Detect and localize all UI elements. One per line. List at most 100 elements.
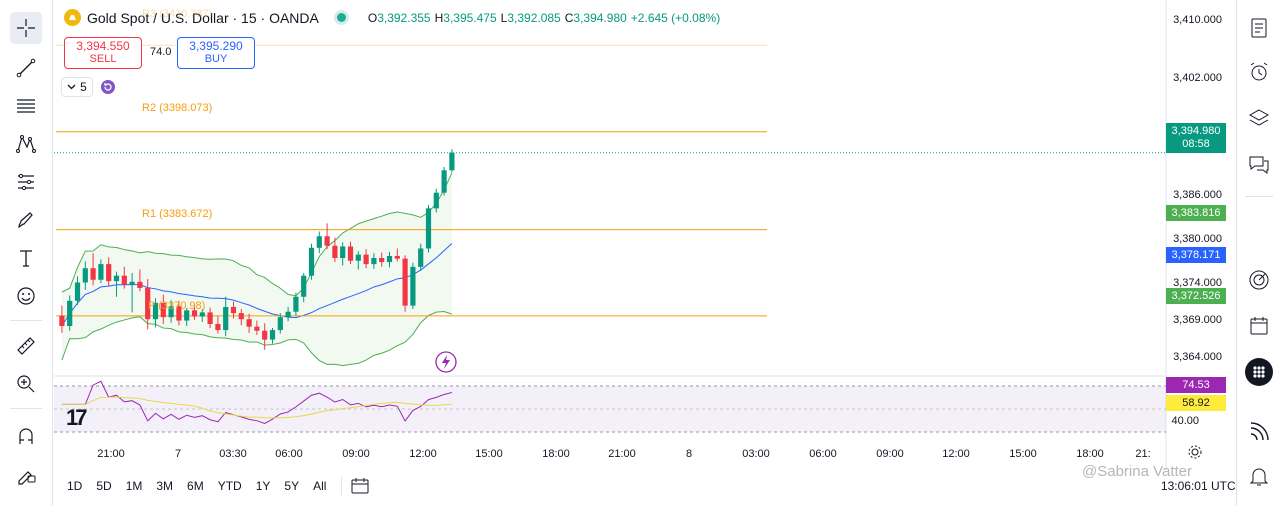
range-5y-button[interactable]: 5Y xyxy=(284,479,300,493)
range-3m-button[interactable]: 3M xyxy=(156,479,174,493)
brush-icon[interactable] xyxy=(10,204,42,236)
candle-body xyxy=(207,312,213,324)
trend-line-icon[interactable] xyxy=(10,52,42,84)
candle-body xyxy=(238,313,244,320)
range-1d-button[interactable]: 1D xyxy=(67,479,83,493)
candle-body xyxy=(386,255,393,263)
range-1m-button[interactable]: 1M xyxy=(125,479,143,493)
range-all-button[interactable]: All xyxy=(313,479,327,493)
buy-price: 3,395.290 xyxy=(189,39,243,53)
time-label: 06:00 xyxy=(275,448,303,460)
candle-body xyxy=(106,264,112,282)
range-6m-button[interactable]: 6M xyxy=(187,479,204,493)
candle-body xyxy=(347,246,354,261)
bollinger-fill xyxy=(61,172,452,366)
candle-body xyxy=(355,254,361,261)
candle-body xyxy=(223,306,229,331)
text-icon[interactable] xyxy=(10,242,42,274)
price-scale-label: 3,402.000 xyxy=(1173,72,1222,84)
candle-body xyxy=(394,255,400,259)
horizontal-lines-icon[interactable] xyxy=(10,90,42,122)
chart-area[interactable] xyxy=(54,0,1236,470)
pivot-p-label: P (3370.98) xyxy=(148,300,206,312)
candle-body xyxy=(59,315,65,326)
lock-drawing-icon[interactable] xyxy=(10,458,42,490)
candle-body xyxy=(269,330,276,340)
zoom-in-icon[interactable] xyxy=(10,368,42,400)
watermark: @Sabrina Vatter xyxy=(1082,463,1193,480)
calendar-icon[interactable] xyxy=(1245,312,1273,340)
candle-body xyxy=(121,275,127,285)
last-price-tag: 3,394.980 08:58 xyxy=(1166,123,1226,153)
price-scale-label: 3,374.000 xyxy=(1173,277,1222,289)
time-label: 03:00 xyxy=(742,448,770,460)
pivot-r3-label: R3 (3410.787) xyxy=(142,8,213,20)
symbol-title[interactable]: Gold Spot / U.S. Dollar · 15 · OANDA xyxy=(87,9,319,26)
apps-grid-icon[interactable] xyxy=(1245,358,1273,386)
crosshair-icon[interactable] xyxy=(10,12,42,44)
rsi-scale-label: 40.00 xyxy=(1171,415,1199,427)
price-chart[interactable] xyxy=(54,0,1236,470)
signal-icon[interactable] xyxy=(1245,418,1273,446)
bell-icon[interactable] xyxy=(1245,462,1273,490)
chat-icon[interactable] xyxy=(1245,150,1273,178)
ohlc-low-key: L xyxy=(500,10,508,25)
candle-body xyxy=(230,306,237,314)
ohlc-high-key: H xyxy=(434,10,444,25)
date-range-icon[interactable] xyxy=(350,477,370,495)
ruler-icon[interactable] xyxy=(10,330,42,362)
refresh-icon[interactable] xyxy=(100,79,116,95)
candle-body xyxy=(379,258,385,263)
candle-body xyxy=(215,323,221,331)
time-label: 15:00 xyxy=(1009,448,1037,460)
change-value: +2.645 (+0.08%) xyxy=(630,10,721,25)
pivot-r1-label: R1 (3383.672) xyxy=(142,208,213,220)
candle-body xyxy=(82,268,88,283)
candle-body xyxy=(371,258,377,265)
gold-coin-icon xyxy=(64,9,81,26)
ohlc-close-value: 3,394.980 xyxy=(573,10,627,25)
candle-body xyxy=(168,306,174,318)
rsi-value-tag: 74.53 xyxy=(1166,377,1226,393)
bollinger-upper xyxy=(61,172,453,297)
symbol-legend[interactable]: Gold Spot / U.S. Dollar · 15 · OANDA O3,… xyxy=(64,9,720,26)
candle-body xyxy=(410,266,416,306)
candle-body xyxy=(98,264,104,280)
emoji-icon[interactable] xyxy=(10,280,42,312)
buy-label: BUY xyxy=(204,53,228,65)
candle-body xyxy=(137,281,143,288)
time-label: 18:00 xyxy=(542,448,570,460)
sell-button[interactable]: 3,394.550 SELL xyxy=(64,37,142,69)
layers-icon[interactable] xyxy=(1245,104,1273,132)
range-5d-button[interactable]: 5D xyxy=(96,479,112,493)
sell-price: 3,394.550 xyxy=(76,39,130,53)
magnet-icon[interactable] xyxy=(10,420,42,452)
pattern-icon[interactable] xyxy=(10,128,42,160)
candle-body xyxy=(277,317,283,331)
price-scale-label: 3,386.000 xyxy=(1173,189,1222,201)
rsi-band xyxy=(54,386,1166,432)
buy-button[interactable]: 3,395.290 BUY xyxy=(177,37,255,69)
forecast-icon[interactable] xyxy=(10,166,42,198)
range-1y-button[interactable]: 1Y xyxy=(255,479,271,493)
alarm-clock-icon[interactable] xyxy=(1245,58,1273,86)
target-icon[interactable] xyxy=(1245,266,1273,294)
watchlist-icon[interactable] xyxy=(1245,14,1273,42)
candle-body xyxy=(90,268,96,280)
candle-body xyxy=(262,330,268,340)
time-label: 12:00 xyxy=(942,448,970,460)
candle-body xyxy=(74,282,81,301)
candle-body xyxy=(449,152,455,171)
tradingview-logo[interactable]: 17 xyxy=(66,405,88,430)
chevron-down-icon xyxy=(67,84,76,90)
candle-body xyxy=(246,319,252,327)
indicators-collapse-button[interactable]: 5 xyxy=(61,77,93,97)
gear-icon[interactable] xyxy=(1187,444,1203,460)
bb-upper-tag: 3,383.816 xyxy=(1166,205,1226,221)
price-scale-label: 3,364.000 xyxy=(1173,351,1222,363)
rsi-line xyxy=(61,380,453,425)
candle-body xyxy=(113,275,120,282)
widget-toolbar xyxy=(1236,0,1280,506)
range-ytd-button[interactable]: YTD xyxy=(217,479,242,493)
